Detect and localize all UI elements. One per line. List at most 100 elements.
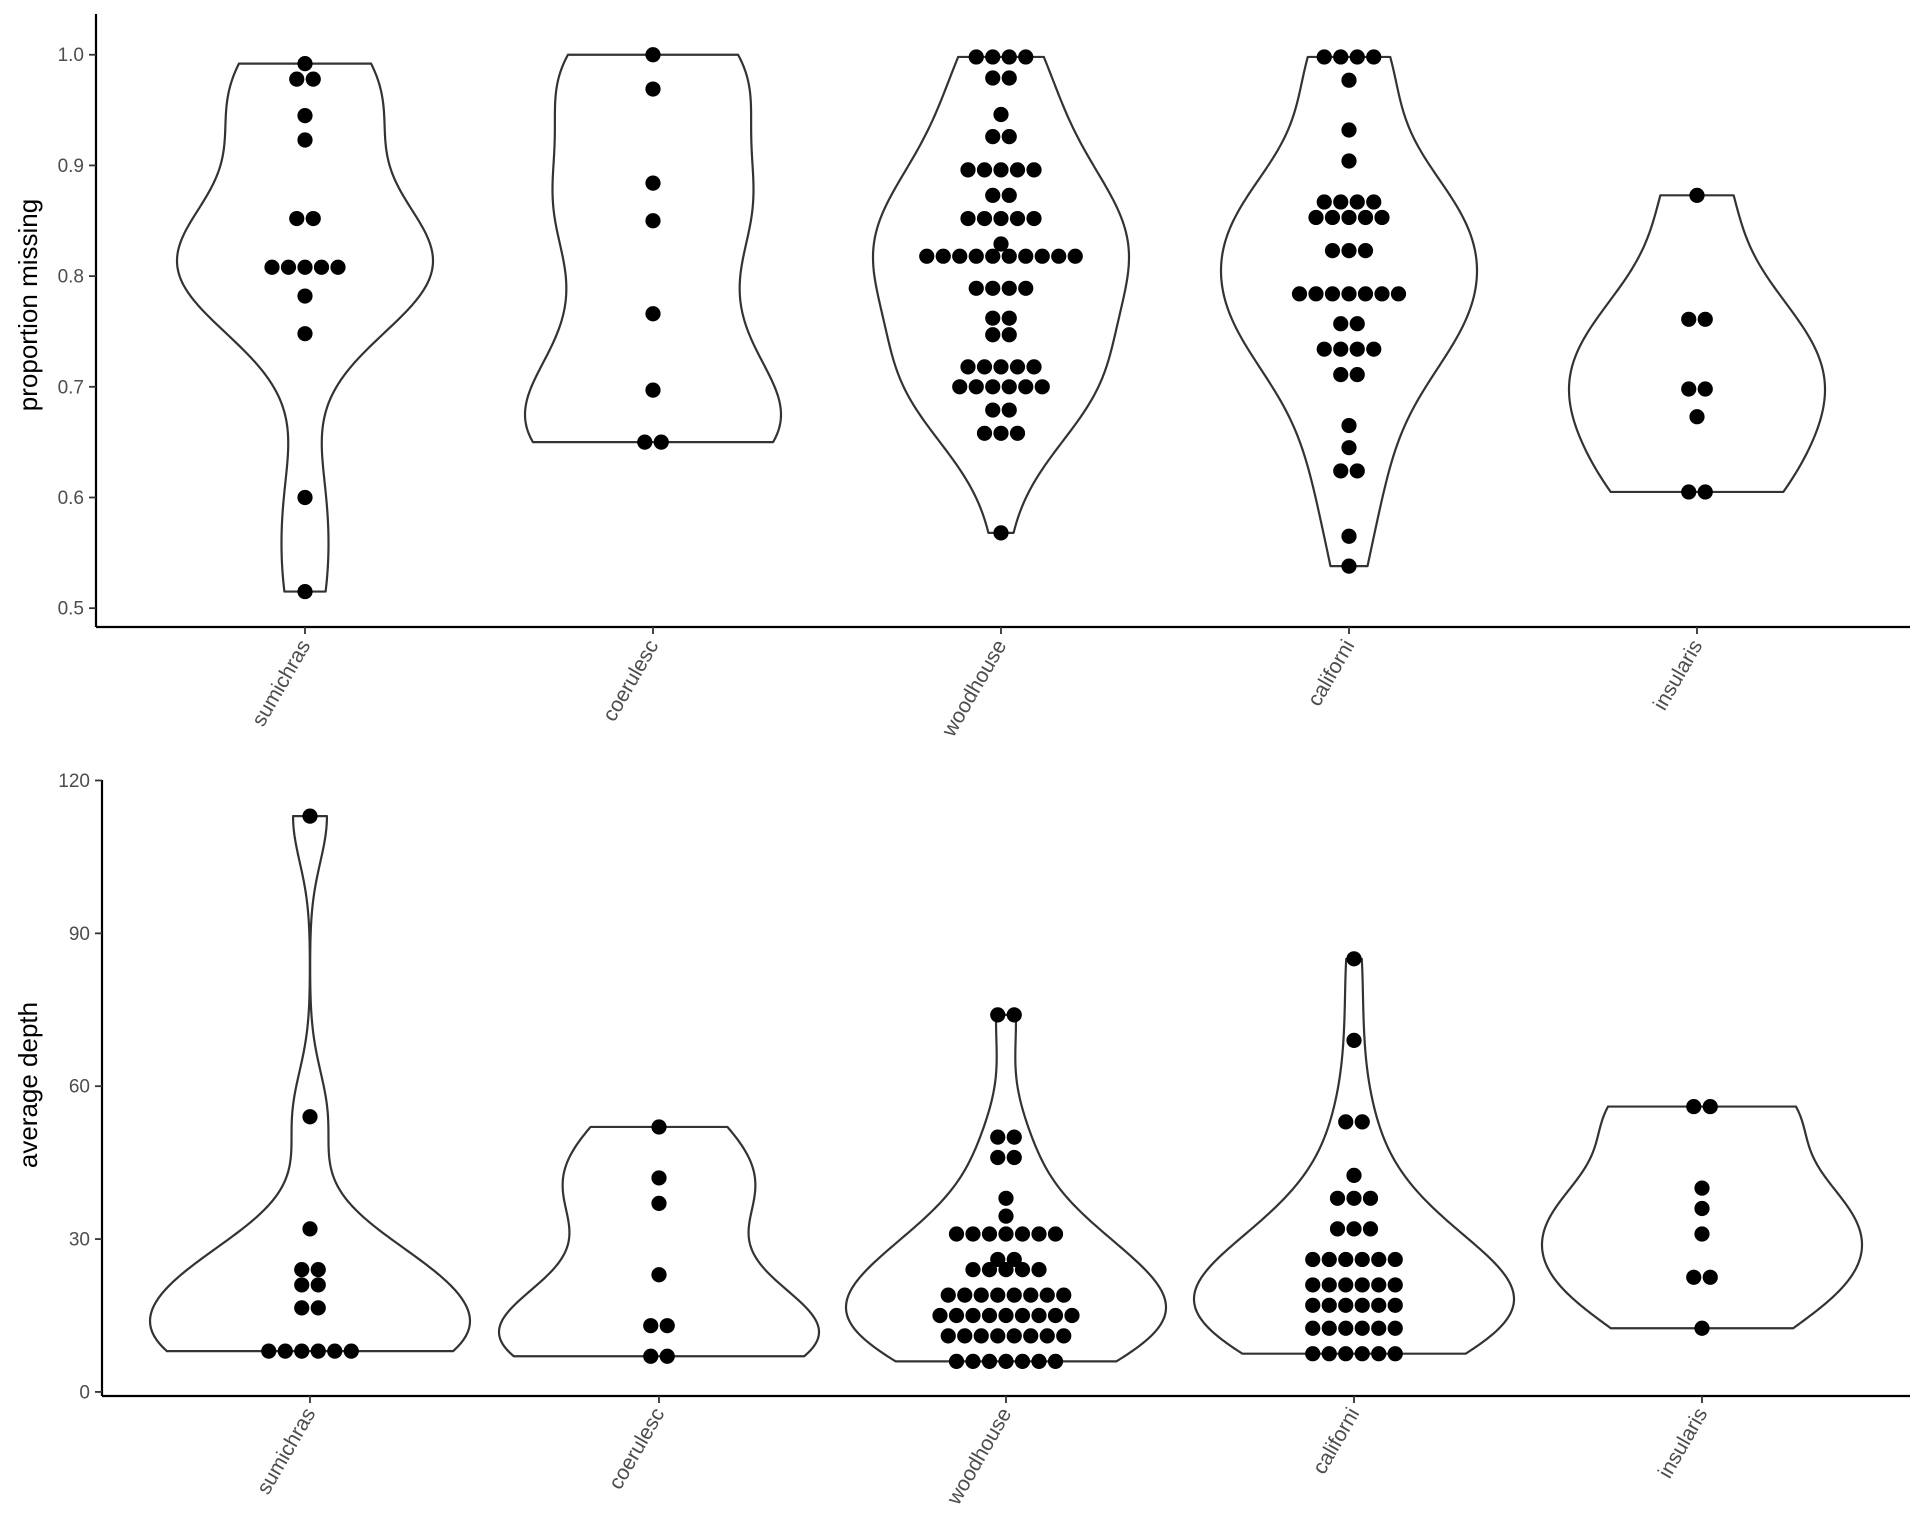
data-point: [948, 1307, 965, 1324]
data-point: [1009, 210, 1026, 227]
data-point: [1064, 1307, 1080, 1324]
data-point: [1056, 1328, 1072, 1344]
x-tick-label-sumichras: sumichras: [253, 1404, 321, 1498]
data-point: [960, 162, 976, 178]
data-point: [1321, 1320, 1337, 1336]
data-point: [1006, 1287, 1022, 1303]
data-point: [310, 1343, 326, 1359]
data-point: [1346, 1190, 1362, 1206]
data-point: [981, 1226, 998, 1242]
data-point: [1349, 194, 1365, 210]
data-point: [990, 1149, 1006, 1166]
data-point: [993, 425, 1009, 441]
data-point: [1305, 1346, 1321, 1362]
data-point: [1702, 1269, 1718, 1285]
y-tick-label: 0: [79, 1382, 90, 1403]
data-point: [1009, 162, 1026, 178]
data-point: [1006, 1251, 1022, 1268]
data-point: [645, 382, 661, 398]
data-point: [1371, 1297, 1387, 1313]
x-tick-label-californi: californi: [1308, 1404, 1364, 1478]
data-point: [1001, 129, 1017, 145]
data-point: [310, 1277, 326, 1293]
y-tick-label: 0.7: [58, 377, 84, 398]
data-point: [645, 306, 661, 322]
data-point: [1014, 1262, 1031, 1278]
y-axis: 0 30 60 90 120: [58, 771, 104, 1403]
data-point: [1694, 1180, 1710, 1196]
data-point: [985, 402, 1001, 418]
data-point: [1001, 327, 1017, 343]
data-point: [1333, 341, 1349, 357]
data-point: [280, 259, 297, 275]
data-point: [1341, 122, 1357, 138]
data-point: [1371, 1277, 1387, 1293]
data-point: [1341, 558, 1357, 574]
data-point: [1031, 1262, 1047, 1278]
data-point: [965, 1262, 981, 1278]
data-point: [1026, 359, 1042, 375]
data-point: [1366, 49, 1382, 65]
data-point: [1341, 286, 1357, 302]
y-axis: 0.5 0.6 0.7 0.8 0.9 1.0: [58, 14, 98, 627]
data-point: [1357, 286, 1374, 302]
data-point: [932, 1307, 948, 1324]
x-axis: sumichras coerulesc woodhouse californi insu…: [102, 1394, 1910, 1509]
data-point: [919, 248, 935, 264]
data-point: [990, 1287, 1006, 1303]
data-point: [310, 1300, 326, 1316]
data-point: [645, 47, 661, 63]
data-point: [1333, 49, 1349, 65]
data-point: [289, 71, 305, 87]
data-point: [1697, 381, 1713, 397]
data-point: [1686, 1098, 1702, 1115]
x-tick-label-woodhouse: woodhouse: [937, 636, 1011, 741]
data-point: [1067, 248, 1083, 264]
data-point: [968, 248, 984, 264]
data-point: [1338, 1277, 1354, 1293]
data-point: [302, 1221, 318, 1237]
data-point: [1014, 1307, 1031, 1324]
data-point: [1387, 1346, 1403, 1362]
data-point: [1001, 70, 1017, 86]
data-point: [302, 808, 318, 824]
x-tick-label-sumichras: sumichras: [248, 636, 316, 730]
data-point: [659, 1318, 675, 1334]
data-point: [1689, 187, 1705, 203]
data-point: [940, 1328, 956, 1344]
data-point: [1371, 1346, 1387, 1362]
data-point: [297, 583, 313, 600]
data-point: [993, 210, 1009, 227]
data-point: [1308, 209, 1324, 226]
data-point: [965, 1226, 981, 1242]
x-tick-label-coerulesc: coerulesc: [604, 1404, 669, 1493]
data-point: [1006, 1328, 1022, 1344]
data-point: [985, 49, 1001, 65]
data-point: [1354, 1251, 1370, 1268]
data-point: [1039, 1328, 1055, 1344]
data-point: [952, 379, 968, 395]
violin-woodhouse: [871, 55, 1131, 535]
data-point: [998, 1226, 1014, 1242]
data-point: [1009, 425, 1026, 441]
x-tick-label-californi: californi: [1303, 636, 1359, 710]
data-point: [998, 1190, 1014, 1206]
x-tick-label-insularis: insularis: [1649, 636, 1707, 714]
data-point: [1390, 286, 1407, 302]
data-point: [1681, 381, 1697, 397]
data-point: [993, 236, 1009, 252]
data-point: [1362, 1190, 1379, 1206]
data-point: [651, 1170, 667, 1186]
data-point: [1031, 1353, 1047, 1369]
data-point: [1354, 1297, 1370, 1313]
data-point: [957, 1287, 973, 1303]
y-tick-label: 0.8: [58, 267, 84, 288]
violin-californi: [1219, 55, 1479, 568]
data-point: [1039, 1287, 1055, 1303]
data-point: [1689, 409, 1705, 425]
data-point: [1047, 1307, 1064, 1324]
data-point: [1338, 1251, 1354, 1268]
data-point: [1316, 49, 1332, 65]
data-point: [1001, 379, 1017, 395]
